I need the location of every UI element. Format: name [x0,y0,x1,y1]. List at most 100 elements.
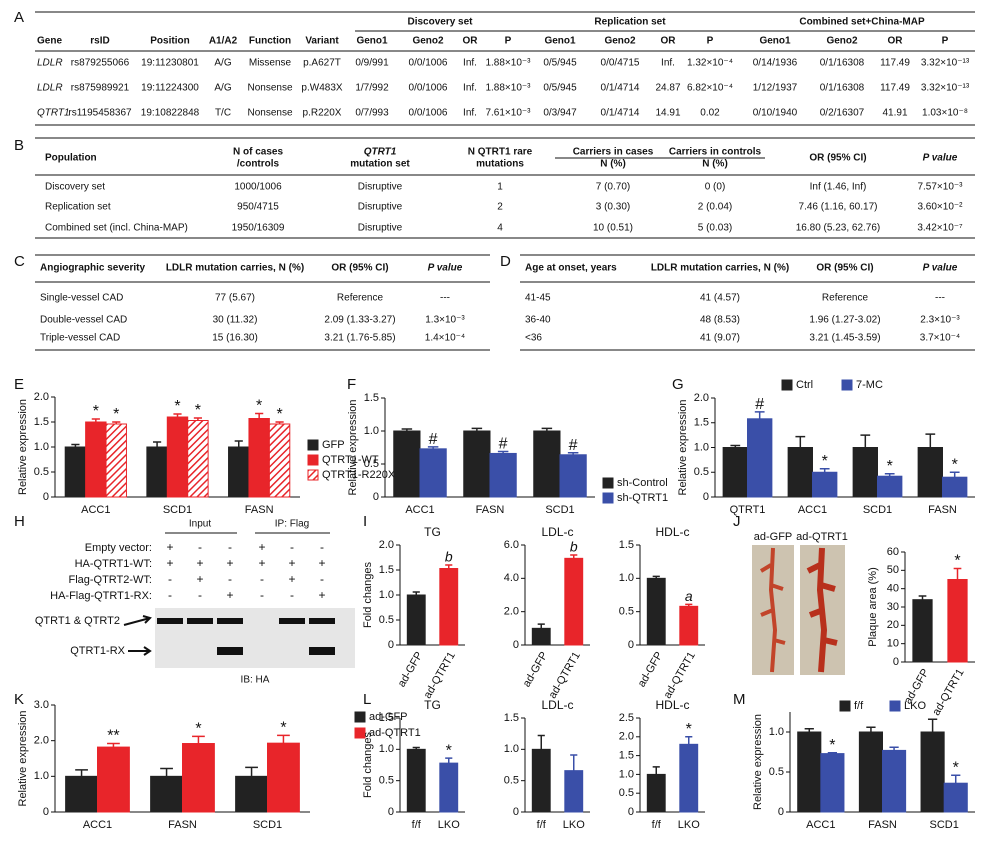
blot-band [309,647,335,655]
table-header: OR [888,36,904,47]
error-bar [570,754,578,771]
legend-label: 7-MC [856,379,883,391]
blot-sign: - [320,540,324,554]
blot-band [217,618,243,624]
bar [166,416,189,498]
y-tick-label: 1.0 [379,743,394,755]
table-cell: 6.82×10⁻⁴ [687,83,733,94]
table-cell: rs875989921 [71,83,130,94]
y-tick-label: 0 [778,806,784,818]
table-cell: 2 [497,202,503,213]
table-header: P [707,36,714,47]
y-axis-label: Relative expression [677,400,689,496]
panel-label: H [14,513,25,530]
chart-title: TG [424,698,441,712]
blot-sign: + [226,556,233,570]
blot-band-label: QTRT1-RX [70,645,125,657]
bar [463,430,491,498]
bar [646,773,666,813]
table-cell: Disruptive [358,223,403,234]
x-tick-label: ad-GFP [636,650,666,689]
error-bar [160,767,173,777]
significance-marker: * [195,402,201,419]
table-header: Geno1 [759,36,791,47]
table-cell: 3.7×10⁻⁴ [920,333,960,344]
y-tick-label: 0 [373,491,379,503]
error-bar [445,564,453,569]
blot-footer: IB: HA [241,675,270,686]
table-cell: 0/5/945 [543,58,577,69]
x-tick-label: FASN [245,504,274,516]
table-cell: 0 (0) [705,182,726,193]
table-cell: Disruptive [358,202,403,213]
error-bar [918,595,927,600]
bar [722,447,748,498]
y-tick-label: 2.5 [619,712,634,724]
legend-label: ad-QTRT1 [369,727,421,739]
y-tick-label: 40 [887,583,899,595]
table-header: Angiographic severity [40,263,145,274]
error-bar [866,726,876,732]
x-tick-label: FASN [928,504,957,516]
y-tick-label: 1.0 [504,743,519,755]
table-cell: A/G [214,83,231,94]
bar [797,731,822,813]
legend-swatch [602,477,614,489]
table-cell: 14.91 [655,108,680,119]
legend-label: f/f [854,700,864,712]
error-bar [541,427,553,431]
table-cell: Inf. [661,58,675,69]
table-header: OR (95% CI) [816,263,873,274]
blot-sign: + [288,572,295,586]
table-cell: LDLR [37,83,63,94]
table-cell: rs879255066 [71,58,130,69]
y-tick-label: 1.5 [379,564,394,576]
bar [406,748,426,813]
x-tick-label: SCD1 [253,819,282,831]
table-header: P [942,36,949,47]
table-cell: 0/0/1006 [409,108,448,119]
panel-label: D [500,253,511,270]
table-cell: LDLR [37,58,63,69]
error-bar [91,418,100,422]
chart-title: TG [424,525,441,539]
table-cell: T/C [215,108,231,119]
blot-sign: - [228,572,232,586]
table-cell: 0/10/1940 [753,108,798,119]
significance-marker: a [685,588,693,604]
significance-marker: * [446,742,452,759]
table-cell: 41 (4.57) [700,293,740,304]
x-tick-label: ad-QTRT1 [422,650,458,701]
table-cell: 0/0/1006 [409,58,448,69]
table-header: N (%) [702,159,728,170]
y-tick-label: 1.0 [379,589,394,601]
blot-row-label: HA-Flag-QTRT1-RX: [50,590,152,602]
error-bar [652,766,660,775]
table-cell: 36-40 [525,315,551,326]
table-cell: 3.32×10⁻¹³ [921,83,970,94]
error-bar [471,427,483,431]
legend-label: QTRT1-R220X [322,469,396,481]
table-header: rsID [90,36,109,47]
table-header: Variant [305,36,339,47]
table-cell: 30 (11.32) [213,315,258,326]
y-tick-label: 0 [703,491,709,503]
table-header: P value [428,263,463,274]
y-axis-label: Relative expression [347,400,359,496]
significance-marker: * [113,406,119,423]
bar [146,446,168,498]
error-bar [234,440,243,447]
panel-label: K [14,691,24,708]
y-axis-label: Relative expression [17,711,29,807]
table-cell: 77 (5.67) [215,293,255,304]
y-tick-label: 1.0 [364,425,379,437]
table-cell: 3.32×10⁻¹³ [921,58,970,69]
blot-sign: - [228,540,232,554]
error-bar [427,446,439,449]
bar [812,471,838,498]
y-tick-label: 1.0 [619,572,634,584]
error-bar [537,623,545,629]
blot-sign: + [318,588,325,602]
table-cell: p.A627T [303,58,341,69]
bar [97,746,130,813]
